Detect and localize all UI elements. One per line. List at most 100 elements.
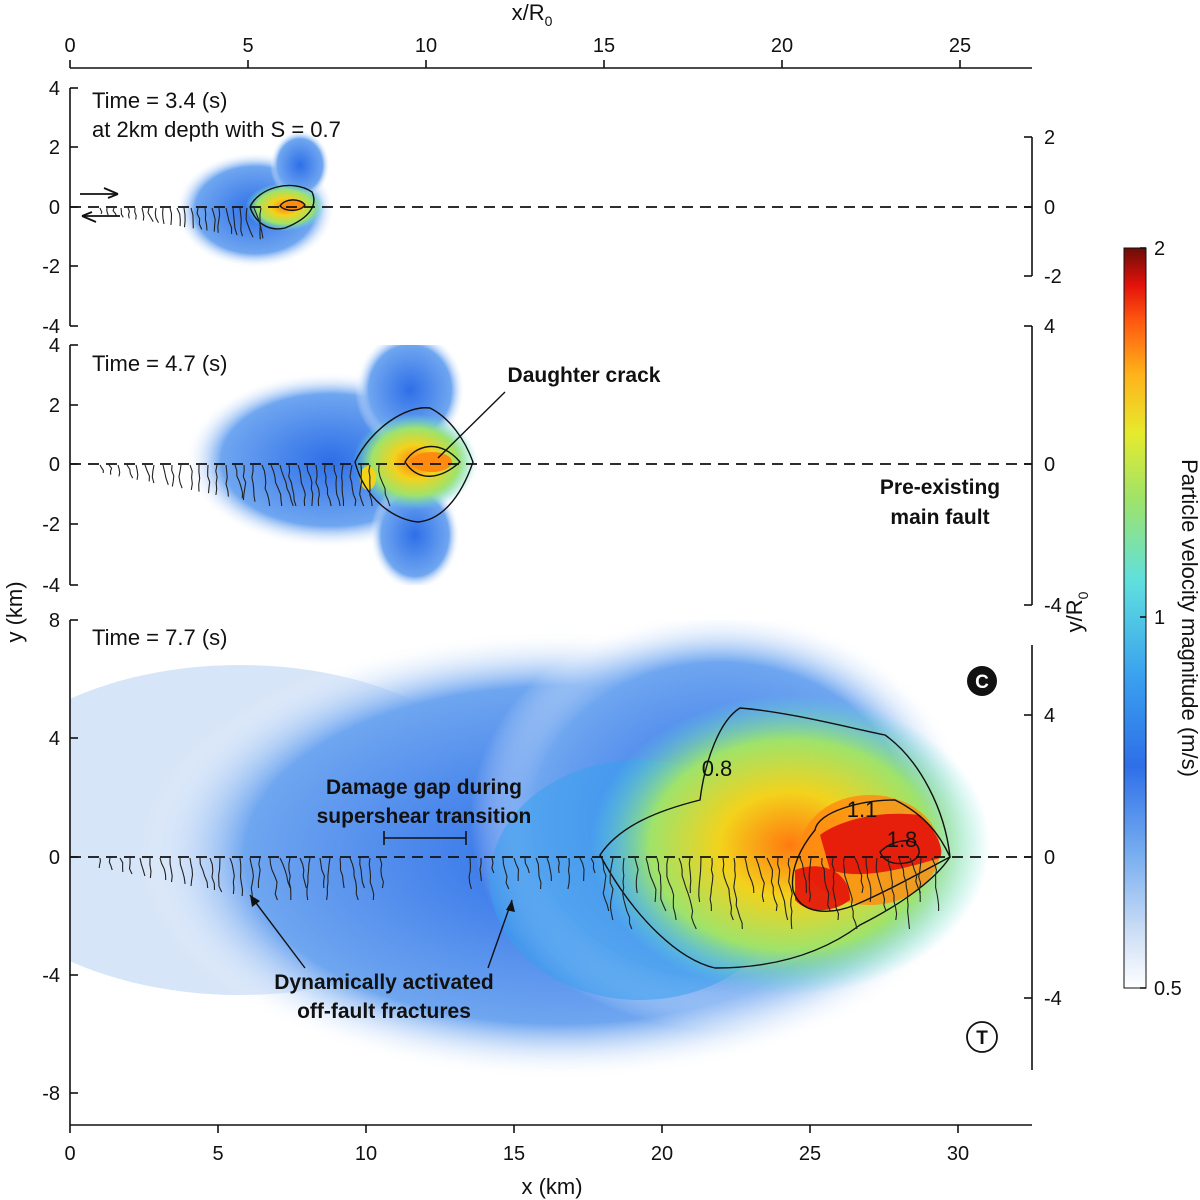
top-tick-label: 20 (771, 35, 793, 57)
fractures-t47 (99, 464, 391, 507)
y-tick-label: 2 (49, 395, 60, 417)
y-tick-label: -8 (42, 1083, 60, 1105)
fracture (204, 207, 208, 231)
annotation-damage-gap-1: Damage gap during (326, 776, 522, 799)
fracture (688, 857, 692, 894)
fracture (349, 857, 359, 901)
fracture (162, 464, 169, 485)
fracture (918, 857, 922, 902)
fracture (359, 857, 366, 889)
fracture (656, 857, 667, 912)
y-tick-label: 2 (49, 137, 60, 159)
y-tick-label: 4 (49, 78, 60, 100)
fracture (126, 464, 134, 479)
top-tick-label: 15 (593, 35, 615, 57)
bottom-tick-label: 25 (799, 1143, 821, 1165)
annotation-main-fault: main fault (890, 506, 989, 529)
annotation-damage-gap-2: supershear transition (317, 805, 532, 828)
title-t77: Time = 7.7 (s) (92, 625, 228, 650)
fracture (225, 464, 229, 497)
fracture (261, 464, 271, 507)
fracture (189, 857, 194, 887)
top-axis-label: x/R0 (512, 0, 553, 29)
fracture (479, 857, 482, 882)
fracture (257, 857, 261, 889)
right-tick-label: 4 (1044, 705, 1055, 727)
fracture (242, 464, 247, 501)
fracture (787, 857, 793, 930)
fracture (209, 857, 216, 891)
fracture (722, 857, 734, 921)
fracture (249, 857, 254, 901)
fracture (590, 857, 596, 874)
colorbar-label: Particle velocity magnitude (m/s) (1177, 459, 1200, 777)
panel-t34: 4 2 0 -2 -4 2 0 -2 Time = 3.4 (s) at 2km depth… (42, 78, 1062, 338)
y-tick-label: -2 (42, 256, 60, 278)
bottom-tick-label: 30 (947, 1143, 969, 1165)
y-tick-label: -4 (42, 965, 60, 987)
top-tick-label: 25 (949, 35, 971, 57)
y-tick-label: 0 (49, 847, 60, 869)
fracture (117, 464, 121, 477)
fracture (108, 464, 113, 475)
fracture (744, 857, 755, 894)
annotation-off-fault-1: Dynamically activated (274, 971, 493, 994)
fracture (609, 857, 614, 921)
fracture (865, 857, 872, 903)
fracture (176, 207, 181, 227)
fracture (99, 464, 104, 474)
fracture (709, 857, 714, 912)
fracture (106, 207, 109, 216)
top-axis: 0 5 10 15 20 25 x/R0 (64, 0, 1032, 69)
y-tick-label: 4 (49, 728, 60, 750)
annotation-daughter-crack: Daughter crack (508, 364, 661, 387)
fracture (269, 857, 278, 901)
fracture (288, 857, 292, 900)
fracture (854, 857, 864, 894)
fracture (297, 464, 306, 507)
fracture (169, 857, 173, 883)
fracture (245, 207, 254, 238)
fractures-t34 (99, 207, 264, 240)
fracture (491, 857, 495, 874)
fracture (154, 207, 159, 224)
fracture (326, 857, 331, 901)
contour-label-0.8: 0.8 (702, 756, 733, 781)
fracture (601, 857, 610, 912)
fracture (259, 207, 262, 240)
fracture (211, 207, 216, 232)
fracture (831, 857, 840, 921)
fracture (178, 464, 183, 489)
right-tick-label: -4 (1044, 595, 1062, 617)
right-tick-label: -4 (1044, 988, 1062, 1010)
left-axis-label: y (km) (2, 581, 27, 642)
fracture (567, 857, 570, 890)
svg-text:T: T (976, 1028, 988, 1049)
fracture (147, 207, 154, 222)
fracture (468, 857, 472, 890)
fracture (151, 464, 155, 484)
fracture (306, 857, 311, 901)
fracture (218, 857, 223, 893)
fracture (931, 857, 940, 911)
fracture (288, 464, 297, 507)
top-tick-label: 5 (242, 35, 253, 57)
fracture (207, 464, 211, 494)
wavefield-hot-t34 (245, 183, 325, 231)
fracture (333, 464, 341, 507)
svg-text:C: C (975, 672, 989, 693)
fracture (909, 857, 922, 894)
fracture (149, 857, 152, 879)
fracture (306, 464, 314, 507)
tension-marker: T (966, 1021, 998, 1053)
compression-marker: C (967, 666, 997, 696)
off-fault-pointers (249, 894, 515, 969)
fracture (524, 857, 530, 874)
fracture (678, 857, 697, 930)
fracture (666, 857, 677, 921)
fracture (323, 464, 332, 507)
fracture (98, 857, 101, 869)
fracture (315, 464, 320, 507)
contour-label-1.8: 1.8 (887, 827, 918, 852)
right-tick-label: 0 (1044, 847, 1055, 869)
